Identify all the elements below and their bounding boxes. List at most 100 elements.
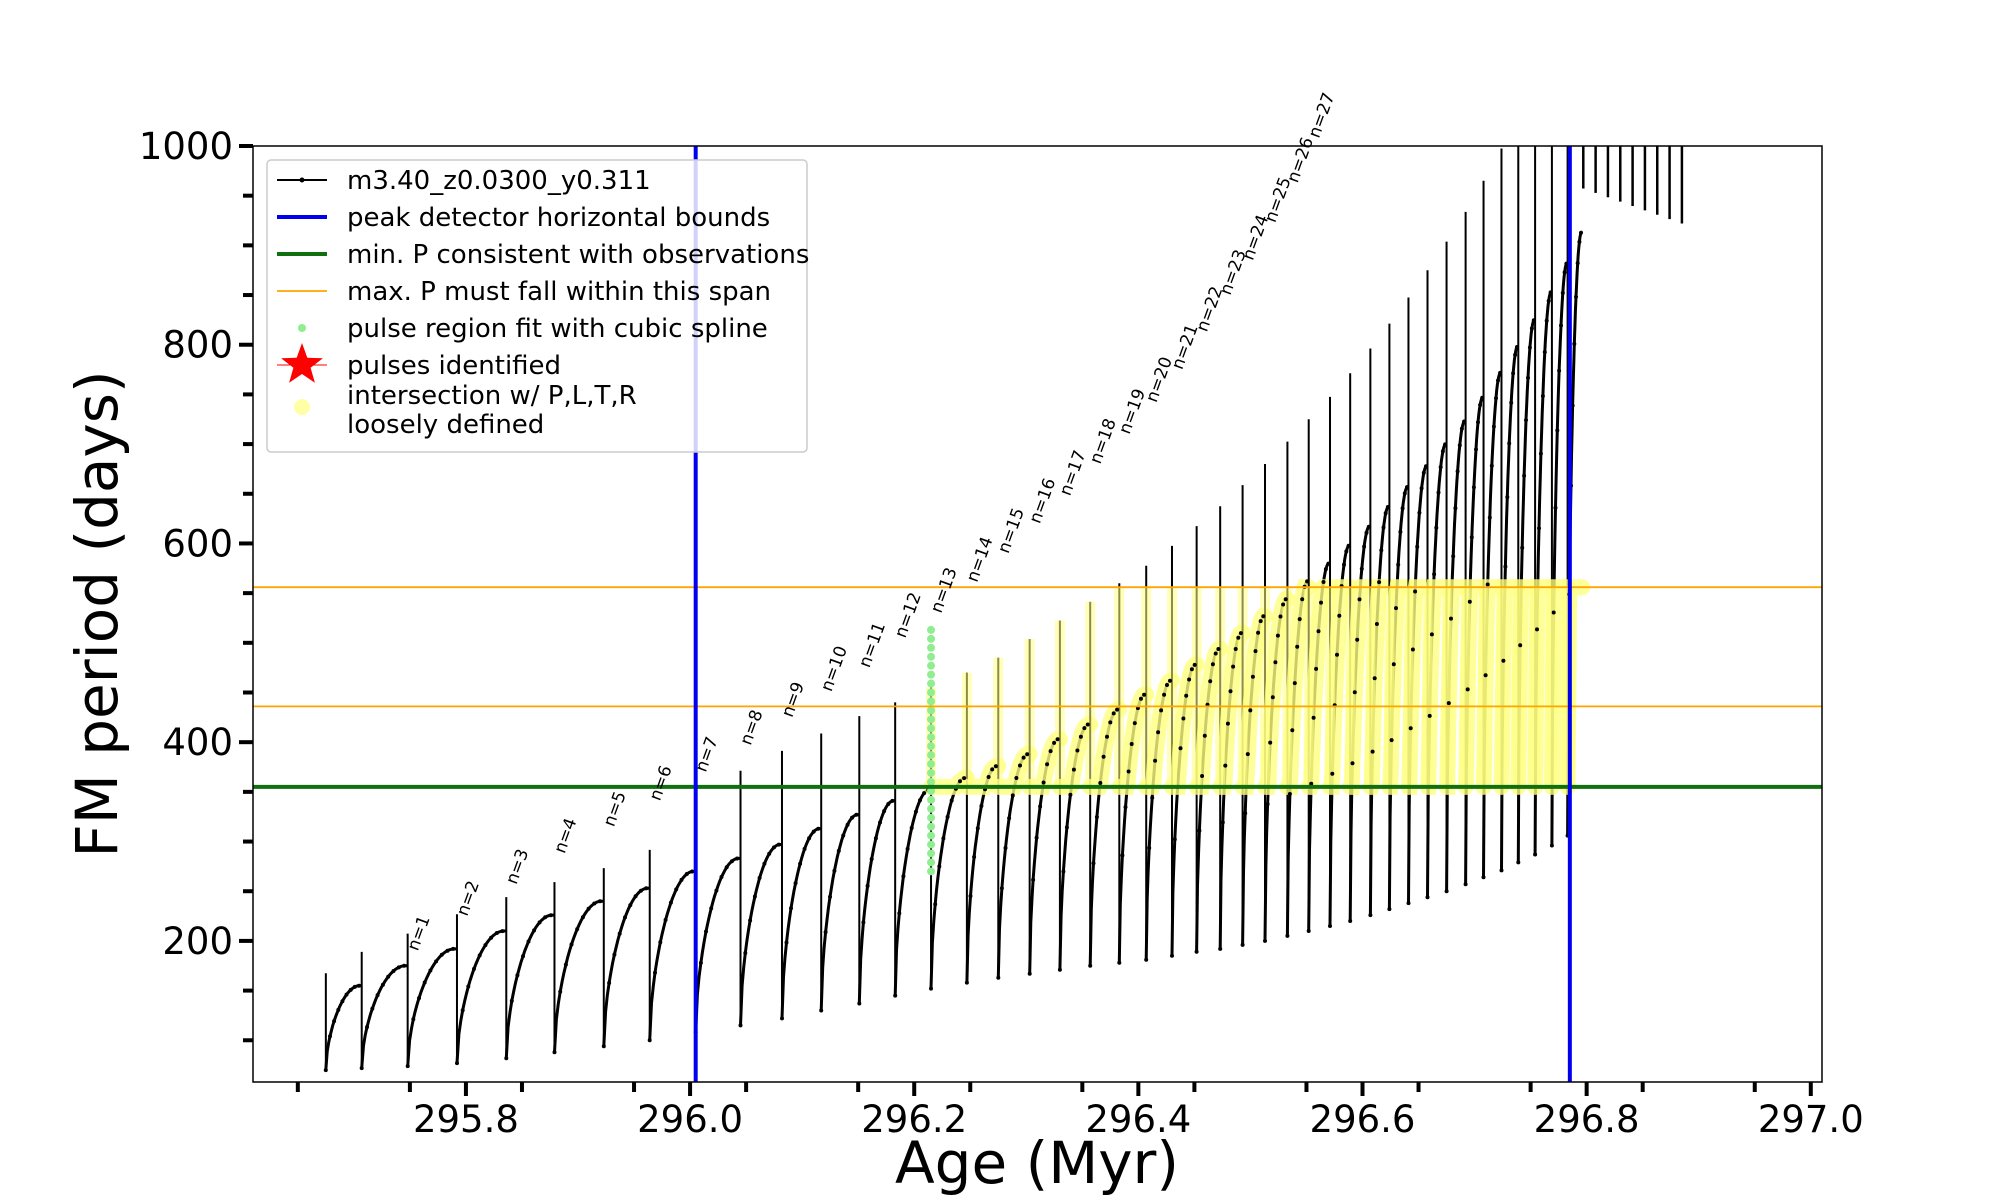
legend-label-line: max. P must fall within this span bbox=[347, 277, 771, 307]
track-point bbox=[735, 856, 740, 861]
track-point bbox=[1250, 674, 1255, 679]
track-point bbox=[1330, 771, 1335, 776]
track-point bbox=[647, 1038, 652, 1043]
track-point bbox=[543, 915, 548, 920]
track-point bbox=[1316, 629, 1321, 634]
track-point bbox=[714, 888, 719, 893]
track-point bbox=[569, 942, 574, 947]
track-point bbox=[709, 906, 714, 911]
track-point bbox=[1476, 420, 1480, 425]
track-point bbox=[1440, 449, 1445, 454]
track-point bbox=[757, 875, 762, 880]
track-point bbox=[668, 900, 673, 905]
track-point bbox=[612, 952, 617, 957]
track-point bbox=[1396, 562, 1401, 567]
track-point bbox=[1261, 614, 1266, 619]
pulse-label: n=11 bbox=[855, 620, 890, 671]
track-point bbox=[1038, 804, 1043, 809]
track-point bbox=[1197, 828, 1202, 833]
track-point bbox=[1427, 713, 1432, 718]
track-point bbox=[638, 888, 643, 893]
track-point bbox=[348, 987, 353, 992]
track-point bbox=[1462, 419, 1467, 424]
legend-label-line: peak detector horizontal bounds bbox=[347, 203, 770, 233]
track-point bbox=[1544, 318, 1549, 323]
track-point bbox=[1424, 464, 1428, 469]
track-point bbox=[477, 953, 482, 958]
track-point bbox=[909, 825, 914, 830]
track-point bbox=[1034, 835, 1039, 840]
track-point bbox=[526, 939, 531, 944]
track-point bbox=[500, 929, 505, 934]
track-point bbox=[586, 906, 591, 911]
track-point bbox=[1577, 239, 1582, 244]
track-point bbox=[964, 980, 969, 985]
track-point bbox=[1187, 677, 1192, 682]
track-point bbox=[1319, 600, 1323, 605]
track-point bbox=[1446, 701, 1451, 706]
track-point bbox=[1540, 394, 1545, 398]
track-point bbox=[489, 935, 494, 940]
track-point bbox=[1503, 564, 1508, 569]
track-point bbox=[684, 872, 689, 876]
track-point bbox=[986, 775, 991, 779]
track-point bbox=[1526, 375, 1530, 380]
track-point bbox=[1021, 755, 1026, 760]
track-point bbox=[552, 1050, 557, 1055]
legend-label: max. P must fall within this span bbox=[347, 277, 771, 307]
track-cycle bbox=[819, 813, 860, 1011]
pulse-label: n=8 bbox=[736, 707, 767, 748]
track-point bbox=[396, 965, 401, 970]
track-point bbox=[975, 826, 980, 831]
track-point bbox=[1170, 953, 1174, 958]
track-point bbox=[1469, 535, 1474, 540]
track-point bbox=[922, 791, 927, 796]
track-point bbox=[999, 886, 1004, 891]
spline-fit-point bbox=[927, 768, 936, 777]
track-point bbox=[439, 952, 444, 957]
track-point bbox=[1548, 290, 1553, 295]
pulse-label: n=6 bbox=[646, 763, 677, 804]
track-point bbox=[352, 984, 357, 989]
track-point bbox=[1314, 666, 1319, 671]
track-point bbox=[1344, 549, 1349, 554]
pulse-label: n=2 bbox=[453, 878, 484, 919]
pulse-label: n=26 bbox=[1283, 135, 1318, 186]
spline-fit-point bbox=[927, 742, 936, 751]
track-point bbox=[323, 1068, 328, 1073]
track-point bbox=[1429, 632, 1434, 637]
track-point bbox=[1507, 441, 1512, 446]
pulse-label: n=4 bbox=[550, 816, 581, 857]
track-point bbox=[836, 848, 841, 853]
track-point bbox=[1225, 721, 1230, 726]
track-point bbox=[1467, 599, 1472, 604]
pulse-label: n=27 bbox=[1305, 90, 1340, 141]
track-point bbox=[1120, 853, 1125, 858]
x-tick-label: 296.4 bbox=[1085, 1098, 1191, 1141]
track-point bbox=[1505, 495, 1510, 500]
track-point bbox=[1346, 543, 1351, 548]
track-point bbox=[1348, 919, 1353, 923]
track-point bbox=[933, 902, 938, 907]
track-point bbox=[633, 894, 638, 899]
track-point bbox=[1168, 678, 1172, 683]
track-point bbox=[1410, 647, 1415, 652]
track-point bbox=[1142, 692, 1147, 697]
pulse-label: n=17 bbox=[1056, 448, 1091, 499]
track-point bbox=[690, 869, 695, 874]
spline-fit-point bbox=[927, 760, 936, 769]
track-point bbox=[1413, 589, 1418, 594]
track-point bbox=[1443, 442, 1448, 447]
track-point bbox=[1518, 643, 1523, 648]
track-point bbox=[598, 899, 602, 904]
track-point bbox=[1010, 793, 1015, 798]
track-point bbox=[968, 894, 973, 898]
track-point bbox=[1287, 792, 1292, 796]
track-point bbox=[1562, 270, 1567, 275]
track-point bbox=[1268, 740, 1273, 745]
spline-fit-point bbox=[927, 697, 936, 706]
track-point bbox=[1455, 469, 1460, 474]
track-point bbox=[483, 943, 488, 948]
track-point bbox=[1041, 780, 1046, 785]
track-point bbox=[357, 983, 361, 988]
